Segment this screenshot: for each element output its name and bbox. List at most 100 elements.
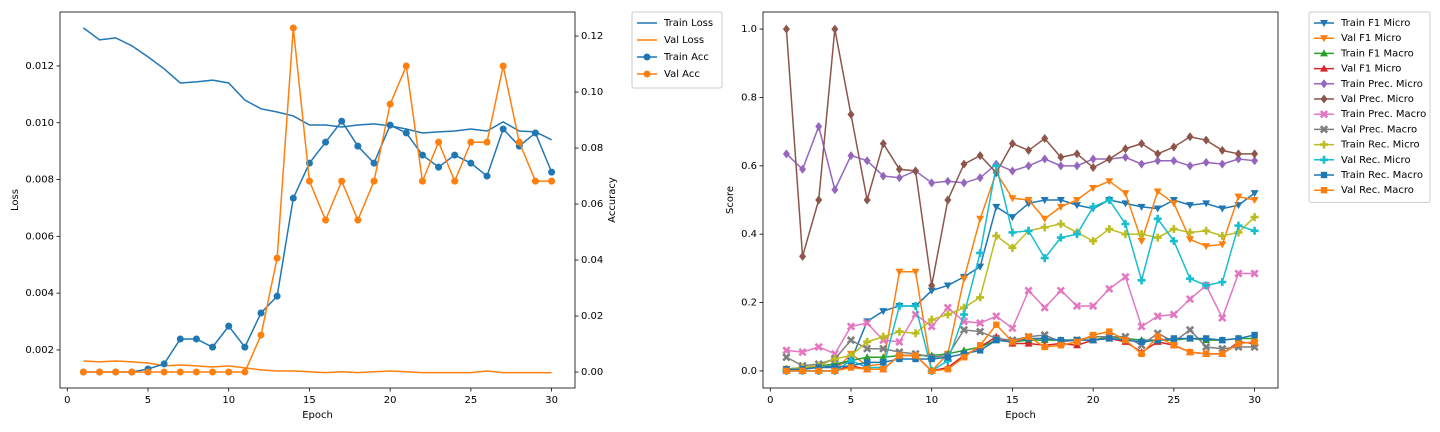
data-point [959, 275, 968, 283]
data-point [992, 161, 1001, 170]
y2-tick-label: 0.00 [581, 367, 603, 378]
y2-tick-label: 0.12 [581, 31, 603, 42]
series-line [83, 119, 553, 373]
y2-tick-label: 0.04 [581, 255, 603, 266]
data-point [1089, 154, 1097, 164]
data-point [976, 293, 985, 302]
legend-label: Val Acc [664, 69, 700, 80]
data-point [1121, 152, 1129, 162]
legend-marker [1319, 110, 1329, 119]
x-tick-label: 30 [545, 395, 558, 406]
data-point [959, 310, 968, 319]
data-point [846, 336, 856, 345]
legend-box [631, 11, 723, 89]
data-point [1202, 281, 1211, 290]
series-line [83, 27, 552, 373]
data-point [209, 368, 217, 376]
data-point [1154, 333, 1161, 340]
data-point [192, 368, 200, 376]
data-point [944, 195, 952, 205]
data-point [241, 343, 249, 351]
x-tick-label: 15 [1006, 395, 1019, 406]
data-point [1073, 338, 1081, 346]
data-point [1185, 295, 1195, 304]
data-point [847, 364, 855, 371]
data-point [928, 178, 936, 188]
data-point [1251, 338, 1258, 346]
legend-label: Train Prec. Macro [1340, 109, 1426, 120]
data-point [911, 301, 920, 310]
data-point [1089, 301, 1098, 311]
data-point [241, 368, 249, 376]
data-point [912, 166, 920, 176]
data-point [1186, 236, 1195, 244]
series-line [786, 272, 1255, 355]
data-point [354, 142, 362, 150]
y-tick-label: 1.0 [741, 24, 757, 35]
data-point [1105, 196, 1114, 204]
data-point [879, 308, 888, 316]
data-point [976, 263, 985, 271]
data-point [1121, 200, 1130, 208]
data-point [386, 121, 394, 129]
data-point [1186, 202, 1195, 210]
data-point [912, 352, 919, 359]
data-point [209, 343, 217, 351]
data-point [863, 337, 872, 346]
legend-marker [1320, 171, 1328, 179]
data-point [799, 251, 807, 261]
data-point [1057, 152, 1065, 162]
data-point [1089, 331, 1097, 339]
x-axis-label: Epoch [302, 410, 333, 421]
legend-label: Val F1 Micro [1341, 64, 1401, 75]
legend-label: Train Loss [663, 18, 713, 29]
series-line [82, 27, 552, 141]
data-point [1202, 157, 1210, 167]
data-point [879, 171, 887, 181]
data-point [896, 355, 903, 363]
data-point [814, 342, 823, 352]
data-point [1170, 335, 1178, 342]
data-point [943, 282, 952, 290]
data-point [402, 62, 410, 70]
data-point [1250, 197, 1259, 204]
plot-frame [762, 11, 1279, 389]
x-tick-label: 10 [222, 395, 235, 406]
y-tick-label: 0.008 [25, 175, 54, 186]
legend-label: Train Rec. Micro [1340, 140, 1420, 151]
data-point [1073, 197, 1082, 204]
data-point [847, 151, 855, 161]
data-point [1169, 225, 1178, 234]
data-point [451, 177, 459, 185]
data-point [1105, 154, 1113, 164]
y-tick-label: 0.006 [25, 231, 54, 242]
data-point [548, 168, 556, 176]
data-point [467, 159, 475, 167]
data-point [1170, 342, 1178, 349]
legend-label: Train F1 Macro [1340, 48, 1414, 59]
x-tick-label: 25 [465, 395, 478, 406]
data-point [895, 337, 904, 346]
x-tick-label: 25 [1168, 395, 1181, 406]
data-point [1218, 313, 1227, 323]
data-point [1170, 142, 1178, 152]
data-point [976, 248, 985, 257]
data-point [976, 327, 985, 336]
data-point [1234, 149, 1242, 159]
data-point [880, 366, 887, 373]
data-point [1234, 269, 1243, 278]
data-point [1122, 336, 1129, 344]
data-point [1089, 185, 1098, 193]
data-point [176, 335, 184, 343]
data-point [863, 366, 871, 373]
legend-marker [1320, 49, 1328, 57]
x-tick-label: 10 [925, 395, 938, 406]
data-point [1008, 243, 1017, 252]
series-line [785, 28, 1255, 286]
data-point [160, 360, 168, 368]
data-point [1040, 215, 1049, 223]
data-point [1008, 228, 1017, 237]
data-point [944, 366, 952, 373]
